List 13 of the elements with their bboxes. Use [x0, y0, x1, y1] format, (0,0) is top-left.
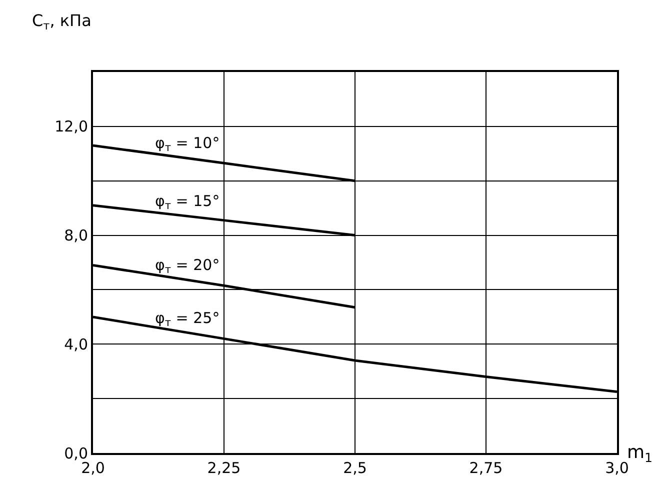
x-axis-title: m$_{1}$ [627, 442, 653, 465]
x-tick-label: 2,25 [207, 459, 241, 477]
y-tick-label: 8,0 [64, 226, 88, 245]
x-tick-label: 2,5 [343, 459, 367, 477]
series-label: φ$_{т}$ = 15° [155, 192, 220, 212]
x-tick-label: 3,0 [605, 459, 629, 477]
y-tick-label: 12,0 [54, 118, 88, 136]
series-label: φ$_{т}$ = 25° [155, 309, 220, 330]
x-tick-label: 2,75 [469, 459, 503, 477]
series-label: φ$_{т}$ = 10° [155, 134, 220, 154]
y-axis-title: C$_{т}$, кПа [32, 11, 92, 32]
y-tick-label: 4,0 [64, 335, 88, 354]
series-label: φ$_{т}$ = 20° [155, 256, 220, 276]
